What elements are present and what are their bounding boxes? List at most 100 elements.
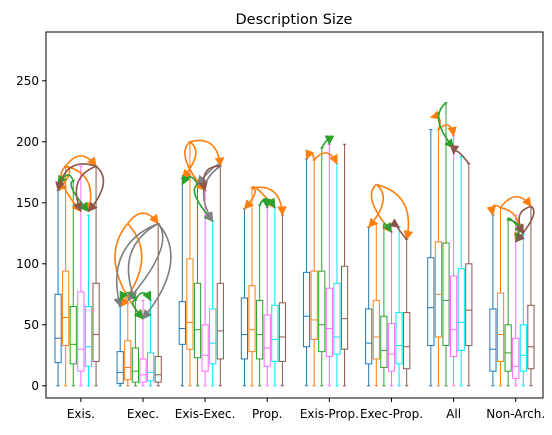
box-group-0 bbox=[54, 165, 100, 387]
box-plot-mark bbox=[271, 207, 279, 387]
y-tick-label: 100 bbox=[16, 257, 39, 271]
box-body bbox=[240, 297, 249, 360]
box-body bbox=[380, 315, 388, 369]
box-body bbox=[54, 293, 62, 364]
box-plot-mark bbox=[333, 163, 341, 387]
x-tick-label: Exis-Exec. bbox=[175, 407, 236, 421]
box-plot-mark bbox=[318, 147, 326, 387]
box-body bbox=[62, 270, 70, 347]
box-plot-mark bbox=[209, 220, 217, 387]
annotation-arrow bbox=[127, 222, 159, 302]
box-plot-mark bbox=[201, 190, 209, 387]
box-body bbox=[302, 271, 311, 348]
box-plot-mark bbox=[527, 205, 535, 387]
y-tick-label: 0 bbox=[31, 379, 39, 393]
annotation-arrow bbox=[127, 212, 159, 225]
box-body bbox=[365, 308, 373, 365]
box-body bbox=[193, 282, 202, 359]
box-body bbox=[77, 291, 85, 372]
annotation-arrow bbox=[382, 222, 393, 233]
annotation-arrow bbox=[243, 187, 257, 210]
box-plot-mark bbox=[278, 214, 287, 387]
box-body bbox=[131, 347, 139, 383]
box-body bbox=[310, 270, 318, 340]
x-tick-label: Exis. bbox=[67, 407, 95, 421]
box-body bbox=[512, 337, 520, 379]
box-body bbox=[263, 314, 271, 367]
annotation-arrow bbox=[251, 186, 287, 216]
box-plot-mark bbox=[372, 223, 380, 387]
box-group-4 bbox=[302, 143, 349, 387]
box-plot-mark bbox=[365, 226, 373, 387]
axes: 0 50 100 150 200 250 Exis. Exec. Exis-Exec. Prop.… bbox=[16, 31, 545, 421]
box-body bbox=[146, 352, 155, 382]
box-body bbox=[427, 257, 435, 347]
box-body bbox=[325, 287, 333, 358]
box-group-1 bbox=[116, 223, 162, 387]
box-body bbox=[496, 292, 505, 362]
box-group-7 bbox=[489, 205, 535, 387]
box-body bbox=[442, 242, 450, 347]
box-plot-mark bbox=[178, 177, 186, 387]
box-body bbox=[154, 356, 162, 383]
box-body bbox=[209, 308, 217, 365]
annotation-arrow bbox=[142, 223, 172, 320]
box-body bbox=[201, 324, 209, 372]
annotation-arrow bbox=[515, 205, 532, 235]
annotation-arrow bbox=[131, 299, 144, 320]
annotation-arrow bbox=[313, 152, 338, 165]
box-body bbox=[271, 304, 279, 362]
annotation-arrow bbox=[196, 163, 222, 186]
box-body bbox=[527, 304, 535, 370]
box-group-5 bbox=[365, 223, 411, 387]
y-tick-label: 200 bbox=[16, 135, 39, 149]
box-plot-mark bbox=[240, 208, 249, 387]
box-body bbox=[489, 308, 497, 372]
box-body bbox=[69, 306, 77, 365]
box-plot-mark bbox=[310, 159, 318, 387]
box-plot-mark bbox=[519, 232, 527, 387]
box-body bbox=[92, 282, 100, 362]
box-body bbox=[403, 312, 411, 370]
annotation-arrow bbox=[119, 290, 137, 302]
annotation-arrow bbox=[499, 195, 532, 209]
box-body bbox=[372, 299, 380, 360]
box-plot-mark bbox=[54, 190, 62, 387]
x-tick-label: Prop. bbox=[252, 407, 282, 421]
box-plot-mark bbox=[427, 129, 435, 387]
box-body bbox=[248, 285, 256, 353]
box-group-3 bbox=[240, 187, 287, 387]
box-plot-mark bbox=[302, 158, 311, 387]
x-tick-label: Exis-Prop. bbox=[300, 407, 359, 421]
box-body bbox=[116, 351, 124, 384]
annotation-arrow bbox=[376, 183, 414, 241]
box-plot-mark bbox=[69, 180, 77, 387]
box-plot-mark bbox=[457, 155, 465, 387]
annotation-arrow bbox=[134, 290, 152, 302]
annotation-arrow bbox=[73, 165, 97, 213]
annotation-arrow bbox=[486, 204, 501, 216]
box-body bbox=[457, 268, 465, 351]
box-body bbox=[124, 340, 132, 381]
y-tick-label: 50 bbox=[24, 318, 39, 332]
box-body bbox=[256, 299, 264, 360]
box-plot-mark bbox=[92, 165, 100, 387]
annotation-arrow bbox=[65, 155, 97, 167]
annotation-arrow bbox=[113, 222, 159, 308]
plot-area bbox=[54, 102, 535, 387]
annotation-arrow bbox=[437, 102, 455, 149]
box-plot-mark bbox=[193, 184, 202, 387]
box-plot-mark bbox=[325, 143, 333, 387]
box-plot-mark bbox=[186, 141, 194, 387]
box-body bbox=[519, 324, 527, 372]
annotation-arrow bbox=[368, 183, 385, 228]
box-plot-mark bbox=[496, 207, 505, 387]
y-tick-label: 250 bbox=[16, 74, 39, 88]
box-body bbox=[333, 282, 341, 355]
annotation-arrow bbox=[181, 141, 197, 180]
box-body bbox=[387, 323, 396, 372]
box-plot-mark bbox=[216, 165, 224, 387]
box-body bbox=[395, 312, 403, 365]
box-plot-mark bbox=[504, 219, 512, 387]
